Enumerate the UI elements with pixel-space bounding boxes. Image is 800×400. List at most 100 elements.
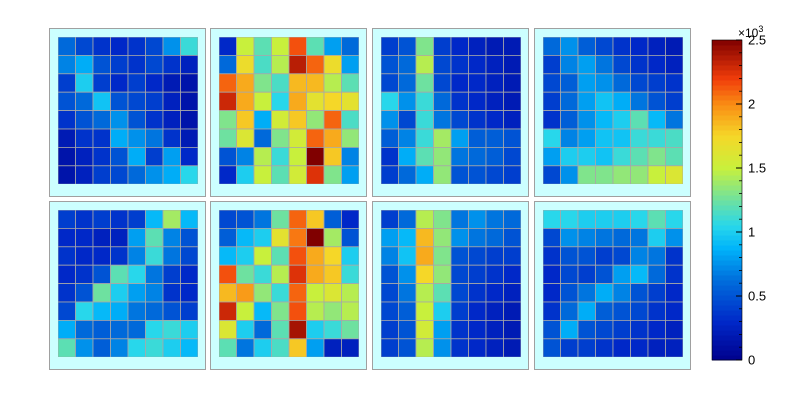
heatmap-cell [543,283,561,303]
heatmap-cell [647,165,666,185]
heatmap-cell [577,165,596,185]
heatmap-cell [288,91,307,112]
heatmap-cell [468,246,487,266]
heatmap-cell [433,320,452,340]
heatmap-cell [381,73,399,93]
heatmap-cell [612,320,631,340]
heatmap-cell [560,338,579,358]
heatmap-cell [665,227,683,248]
heatmap-cell [162,246,181,266]
heatmap-cell [381,147,399,167]
heatmap-cell [58,91,76,112]
colorbar-step [712,60,742,66]
heatmap-cell [236,165,255,185]
heatmap-cell [306,246,325,266]
heatmap-cell [595,227,614,248]
colorbar-step [712,175,742,181]
heatmap-cell [647,91,666,112]
heatmap-cell [145,73,164,93]
heatmap-cell [288,320,307,340]
heatmap-cell [398,210,417,229]
colorbar-step [712,90,742,96]
heatmap-cell [253,283,272,303]
heatmap-cell [503,91,521,112]
heatmap-cell [381,264,399,285]
heatmap-cell [665,165,683,185]
colorbar-step [712,70,742,76]
heatmap-cell [271,91,290,112]
heatmap-cell [288,210,307,229]
colorbar-gradient [711,39,743,361]
heatmap-cell [253,320,272,340]
heatmap-cell [341,73,359,93]
heatmap-cell [306,227,325,248]
heatmap-cell [110,338,129,358]
heatmap-cell [288,283,307,303]
heatmap-cell [381,227,399,248]
heatmap-cell [398,264,417,285]
heatmap-cell [271,320,290,340]
heatmap-cell [543,320,561,340]
heatmap-cell [577,37,596,56]
heatmap-cell [306,91,325,112]
heatmap-cell [341,210,359,229]
heatmap-cell [145,227,164,248]
heatmap-cell [341,128,359,148]
heatmap-cell [415,110,434,130]
heatmap-cell [236,301,255,321]
heatmap-cell [219,246,237,266]
heatmap-cell [665,91,683,112]
heatmap-cell [180,301,198,321]
heatmap-cell [323,264,342,285]
heatmap-cell [485,37,504,56]
heatmap-cell [647,338,666,358]
heatmap-cell [288,338,307,358]
heatmap-cell [236,91,255,112]
colorbar-step [712,85,742,91]
exponent-power: 3 [758,24,764,34]
heatmap-cell [145,283,164,303]
heatmap-cell [271,165,290,185]
heatmap-cell [577,91,596,112]
heatmap-cell [468,128,487,148]
heatmap-cell [323,73,342,93]
heatmap-cell [219,264,237,285]
heatmap-cell [341,147,359,167]
heatmap-cell [253,301,272,321]
heatmap-cell [381,165,399,185]
heatmap-cell [92,110,111,130]
heatmap-cell [110,128,129,148]
heatmap-cell [612,165,631,185]
heatmap-cell [630,320,649,340]
colorbar-step [712,120,742,126]
heatmap-cell [236,128,255,148]
heatmap-cell [560,91,579,112]
heatmap-cell [180,210,198,229]
heatmap-cell [323,128,342,148]
heatmap-cell [341,283,359,303]
heatmap-cell [306,301,325,321]
heatmap-cell [180,128,198,148]
heatmap-cell [560,165,579,185]
heatmap-cell [253,227,272,248]
heatmap-cell [612,338,631,358]
heatmap-cell [630,73,649,93]
heatmap-panel-6 [210,201,367,370]
heatmap-cell [162,165,181,185]
heatmap-cell [110,264,129,285]
heatmap-panel-8 [534,201,691,370]
colorbar-step [712,155,742,161]
heatmap-cells [381,37,521,185]
heatmap-cells [58,37,198,185]
heatmap-cell [433,264,452,285]
heatmap-cell [92,37,111,56]
heatmap-cell [630,37,649,56]
heatmap-cell [341,246,359,266]
colorbar-step [712,200,742,206]
heatmap-cell [219,128,237,148]
heatmap-cell [306,128,325,148]
heatmap-cell [127,54,146,75]
colorbar-step [712,165,742,171]
colorbar-step [712,180,742,186]
heatmap-cell [253,165,272,185]
